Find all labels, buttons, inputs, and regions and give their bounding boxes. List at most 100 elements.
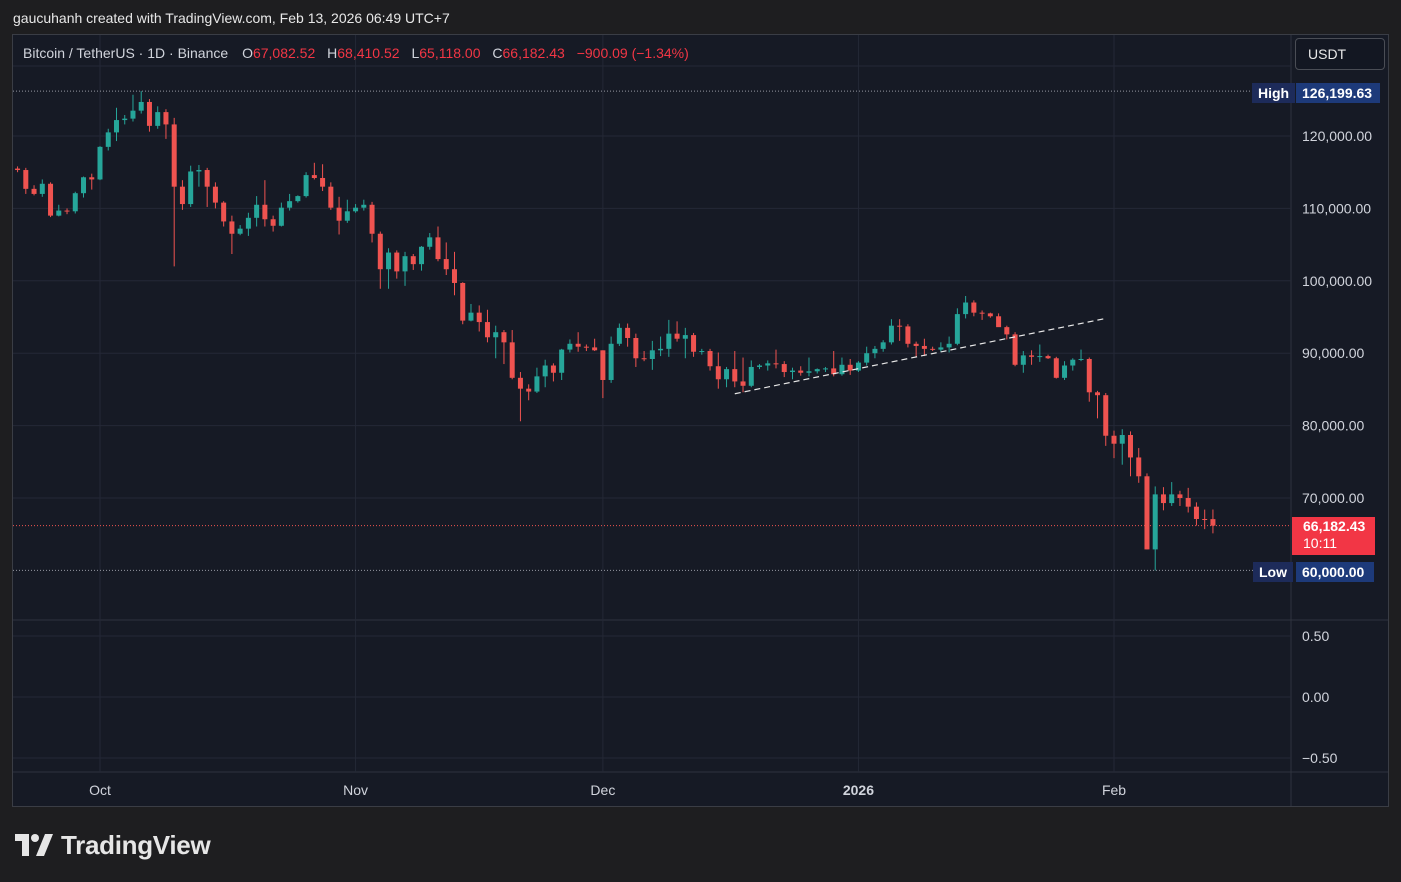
candle-body (855, 362, 861, 371)
last-price-tag: 66,182.43 10:11 (1292, 517, 1375, 555)
candle-body (97, 146, 103, 180)
candle-body (1111, 435, 1117, 444)
candle-body (707, 351, 713, 367)
candle-body (311, 175, 317, 178)
candles (15, 91, 1216, 571)
candle-body (1177, 494, 1183, 498)
reference-lines (13, 90, 1291, 571)
symbol-name[interactable]: Bitcoin / TetherUS · 1D · Binance (23, 45, 229, 61)
candle-body (509, 342, 515, 378)
candle-body (748, 366, 754, 386)
candle-body (394, 252, 400, 272)
candle-body (48, 183, 54, 216)
indicator-tick-label: 0.50 (1302, 628, 1329, 644)
candle-body (732, 369, 738, 382)
candle-body (155, 112, 161, 126)
low-marker-value: 60,000.00 (1296, 562, 1374, 582)
low-marker-label: Low (1253, 562, 1293, 582)
candle-body (979, 312, 985, 314)
time-tick-label: Dec (590, 782, 615, 798)
candle-body (386, 252, 392, 270)
candle-body (89, 177, 95, 180)
candle-body (913, 343, 919, 346)
candle-body (493, 332, 499, 338)
candle-body (674, 333, 680, 339)
candle-body (542, 365, 548, 377)
candle-body (270, 219, 276, 226)
candle-body (1020, 355, 1026, 365)
candle-body (1095, 392, 1101, 396)
candle-body (740, 381, 746, 386)
candle-body (229, 221, 235, 234)
candle-body (105, 132, 111, 147)
candle-body (39, 183, 45, 194)
grid (13, 35, 1388, 806)
candle-body (724, 369, 730, 380)
candle-body (921, 345, 927, 349)
tradingview-logo[interactable]: TradingView (15, 829, 211, 861)
axes: 120,000.00 110,000.00 100,000.00 90,000.00 8… (89, 128, 1372, 798)
candle-body (81, 177, 87, 194)
candle-body (460, 282, 466, 321)
candle-body (1144, 476, 1150, 550)
candle-body (996, 316, 1002, 328)
currency-button[interactable]: USDT (1295, 38, 1385, 70)
candle-body (1127, 435, 1133, 458)
candle-body (592, 347, 598, 351)
candle-body (649, 350, 655, 359)
candle-body (550, 365, 556, 373)
candle-body (410, 256, 416, 265)
candle-body (146, 101, 152, 126)
candle-body (344, 211, 350, 221)
candle-body (880, 342, 886, 349)
candle-body (682, 335, 688, 339)
candle-body (699, 351, 705, 353)
candle-body (765, 363, 771, 366)
candle-body (814, 369, 820, 372)
candle-body (122, 118, 128, 121)
candle-body (31, 188, 37, 194)
candle-body (608, 343, 614, 380)
candle-body (1045, 356, 1051, 359)
candle-body (987, 313, 993, 317)
chart-credit: gaucuhanh created with TradingView.com, … (13, 10, 450, 26)
candle-body (303, 175, 309, 197)
candle-body (567, 343, 573, 350)
candle-body (1029, 355, 1035, 357)
candle-body (938, 347, 944, 350)
candle-body (295, 196, 301, 202)
candle-body (188, 171, 194, 205)
price-tick-label: 120,000.00 (1302, 128, 1372, 144)
candle-body (847, 364, 853, 371)
candle-body (336, 207, 342, 221)
candle-body (822, 368, 828, 370)
candle-body (633, 337, 639, 359)
candle-body (72, 193, 78, 212)
candle-body (15, 168, 21, 171)
candle-body (583, 346, 589, 348)
candle-body (163, 112, 169, 125)
candle-body (212, 186, 218, 203)
candle-body (641, 358, 647, 360)
indicator-tick-label: 0.00 (1302, 689, 1329, 705)
candle-body (1202, 518, 1208, 520)
candle-body (204, 170, 210, 187)
candle-body (262, 204, 268, 220)
candle-body (864, 353, 870, 363)
candle-body (287, 201, 293, 208)
candle-body (476, 312, 482, 323)
price-tick-label: 100,000.00 (1302, 273, 1372, 289)
candle-body (616, 327, 622, 344)
indicator-tick-label: −0.50 (1302, 750, 1338, 766)
candle-body (1086, 358, 1092, 393)
candle-body (443, 259, 449, 270)
candle-body (23, 170, 29, 189)
candle-body (1103, 395, 1109, 436)
candle-body (377, 233, 383, 270)
price-tick-label: 80,000.00 (1302, 418, 1364, 434)
candle-body (575, 343, 581, 347)
candle-body (930, 348, 936, 350)
candle-body (789, 370, 795, 373)
candle-body (559, 349, 565, 373)
